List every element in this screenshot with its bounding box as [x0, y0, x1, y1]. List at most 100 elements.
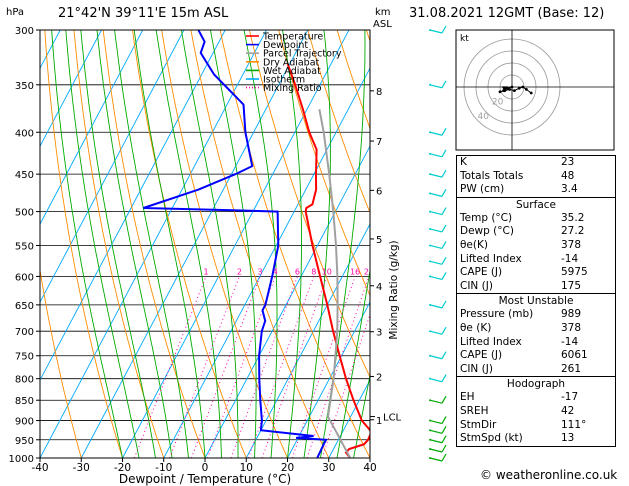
wind-barb-shaft — [429, 304, 443, 309]
dry-adiabat-line — [307, 30, 370, 214]
wind-barb-point — [429, 83, 431, 86]
mixing-ratio-line — [261, 276, 328, 458]
mixing-ratio-label: 4 — [273, 267, 278, 276]
pressure-tick-label: 300 — [15, 26, 34, 37]
wind-barb — [429, 374, 447, 383]
temp-tick-label: 40 — [363, 462, 376, 474]
km-tick-label: 5 — [376, 235, 382, 246]
most-unstable-label: Lifted Index — [460, 335, 522, 348]
wind-barb — [429, 326, 447, 335]
wind-barb-shaft — [429, 260, 443, 265]
most-unstable-value: 989 — [561, 308, 582, 321]
hodograph-ring-label: 40 — [477, 112, 489, 122]
most-unstable-row: CIN (J) 261 — [457, 363, 615, 377]
pressure-tick-label: 400 — [15, 128, 34, 139]
surface-label: θe(K) — [460, 238, 488, 251]
temp-tick-label: -20 — [114, 462, 131, 474]
mixing-ratio-axis-label: Mixing Ratio (g/kg) — [388, 240, 400, 339]
temp-tick-label: -40 — [31, 462, 48, 474]
most-unstable-row: θe (K) 378 — [457, 322, 615, 336]
wet-adiabat-line — [282, 30, 302, 458]
wet-adiabat-line — [336, 267, 370, 458]
pressure-tick-label: 450 — [15, 170, 34, 181]
mixing-ratio-line — [291, 276, 356, 458]
surface-title: Surface — [515, 198, 556, 211]
pressure-tick-label: 850 — [15, 396, 34, 407]
pressure-tick-label: 750 — [15, 352, 34, 363]
wind-barb — [429, 224, 447, 233]
surface-row: Lifted Index -14 — [457, 253, 615, 267]
hodograph-point — [508, 88, 511, 91]
wind-barb-point — [429, 173, 431, 176]
wet-adiabat-line — [114, 30, 189, 458]
wind-barb-shaft — [429, 355, 443, 360]
wind-barb-flag — [441, 435, 447, 444]
km-tick-label: 4 — [376, 282, 382, 293]
wind-barb-flag — [441, 149, 447, 158]
temp-tick-label: -10 — [155, 462, 172, 474]
wind-barb-point — [429, 330, 431, 333]
index-row: PW (cm) 3.4 — [457, 183, 615, 197]
mixing-ratio-label: 3 — [258, 267, 263, 276]
storm-motion-marker — [501, 86, 508, 93]
surface-row: Temp (°C) 35.2 — [457, 212, 615, 226]
hodograph-point — [521, 85, 525, 89]
hodograph-point — [510, 85, 514, 89]
wind-barb — [429, 272, 447, 280]
isotherm-line — [40, 30, 267, 458]
hodograph-stat-label: EH — [460, 391, 475, 404]
pressure-tick-label: 950 — [15, 436, 34, 447]
isotherm-line — [163, 67, 370, 458]
index-value: 48 — [561, 169, 575, 182]
wind-barb-flag — [441, 207, 447, 215]
wind-barb — [429, 169, 447, 178]
wind-barb-flag — [441, 351, 447, 360]
wet-adiabat-line — [369, 455, 370, 458]
most-unstable-label: CIN (J) — [460, 362, 493, 375]
dry-adiabat-line — [102, 30, 206, 458]
wind-barb — [429, 351, 447, 360]
wind-barb-flag — [441, 256, 447, 265]
mixing-ratio-label: 8 — [311, 267, 316, 276]
wind-barb-point — [429, 192, 431, 195]
wind-barb — [429, 395, 447, 404]
wet-adiabat-line — [210, 30, 257, 458]
temp-tick-label: 20 — [281, 462, 294, 474]
index-value: 23 — [561, 156, 575, 168]
km-tick-label: 3 — [376, 328, 382, 339]
wind-barb-shaft — [429, 275, 443, 280]
pressure-tick-label: 550 — [15, 241, 34, 252]
hodograph-stat-value: 13 — [561, 432, 575, 445]
wind-barb-flag — [441, 453, 447, 462]
temp-tick-label: -30 — [73, 462, 90, 474]
wind-barb-flag — [441, 395, 447, 404]
legend-item: Mixing Ratio — [263, 83, 322, 94]
wind-barb-shaft — [429, 448, 443, 453]
wet-adiabat-line — [51, 30, 123, 458]
hodograph-plot — [456, 30, 614, 150]
wind-barb-point — [429, 377, 431, 380]
pressure-tick-label: 1000 — [9, 454, 34, 465]
plot-frame — [39, 29, 371, 459]
km-tick-label: 2 — [376, 372, 382, 383]
surface-label: CIN (J) — [460, 279, 493, 292]
isotherm-line — [40, 30, 144, 226]
index-label: K — [460, 156, 467, 168]
wind-barb — [429, 207, 447, 216]
wind-barb-flag — [441, 444, 447, 453]
wind-barb-flag — [441, 25, 447, 34]
surface-row: θe(K) 378 — [457, 239, 615, 253]
hodograph-point — [498, 90, 502, 94]
surface-row: Dewp (°C) 27.2 — [457, 225, 615, 239]
wet-adiabat-line — [243, 30, 278, 458]
wet-adiabat-line — [353, 373, 370, 458]
most-unstable-value: 261 — [561, 362, 582, 375]
wind-barb-point — [429, 447, 431, 450]
hodograph-stat-row: StmSpd (kt) 13 — [457, 432, 615, 446]
mixing-ratio-line — [207, 276, 276, 458]
surface-value: 5975 — [561, 266, 588, 279]
mixing-ratio-label: 2 — [237, 267, 242, 276]
isotherm-line — [287, 301, 370, 458]
pressure-tick-label: 700 — [15, 327, 34, 338]
